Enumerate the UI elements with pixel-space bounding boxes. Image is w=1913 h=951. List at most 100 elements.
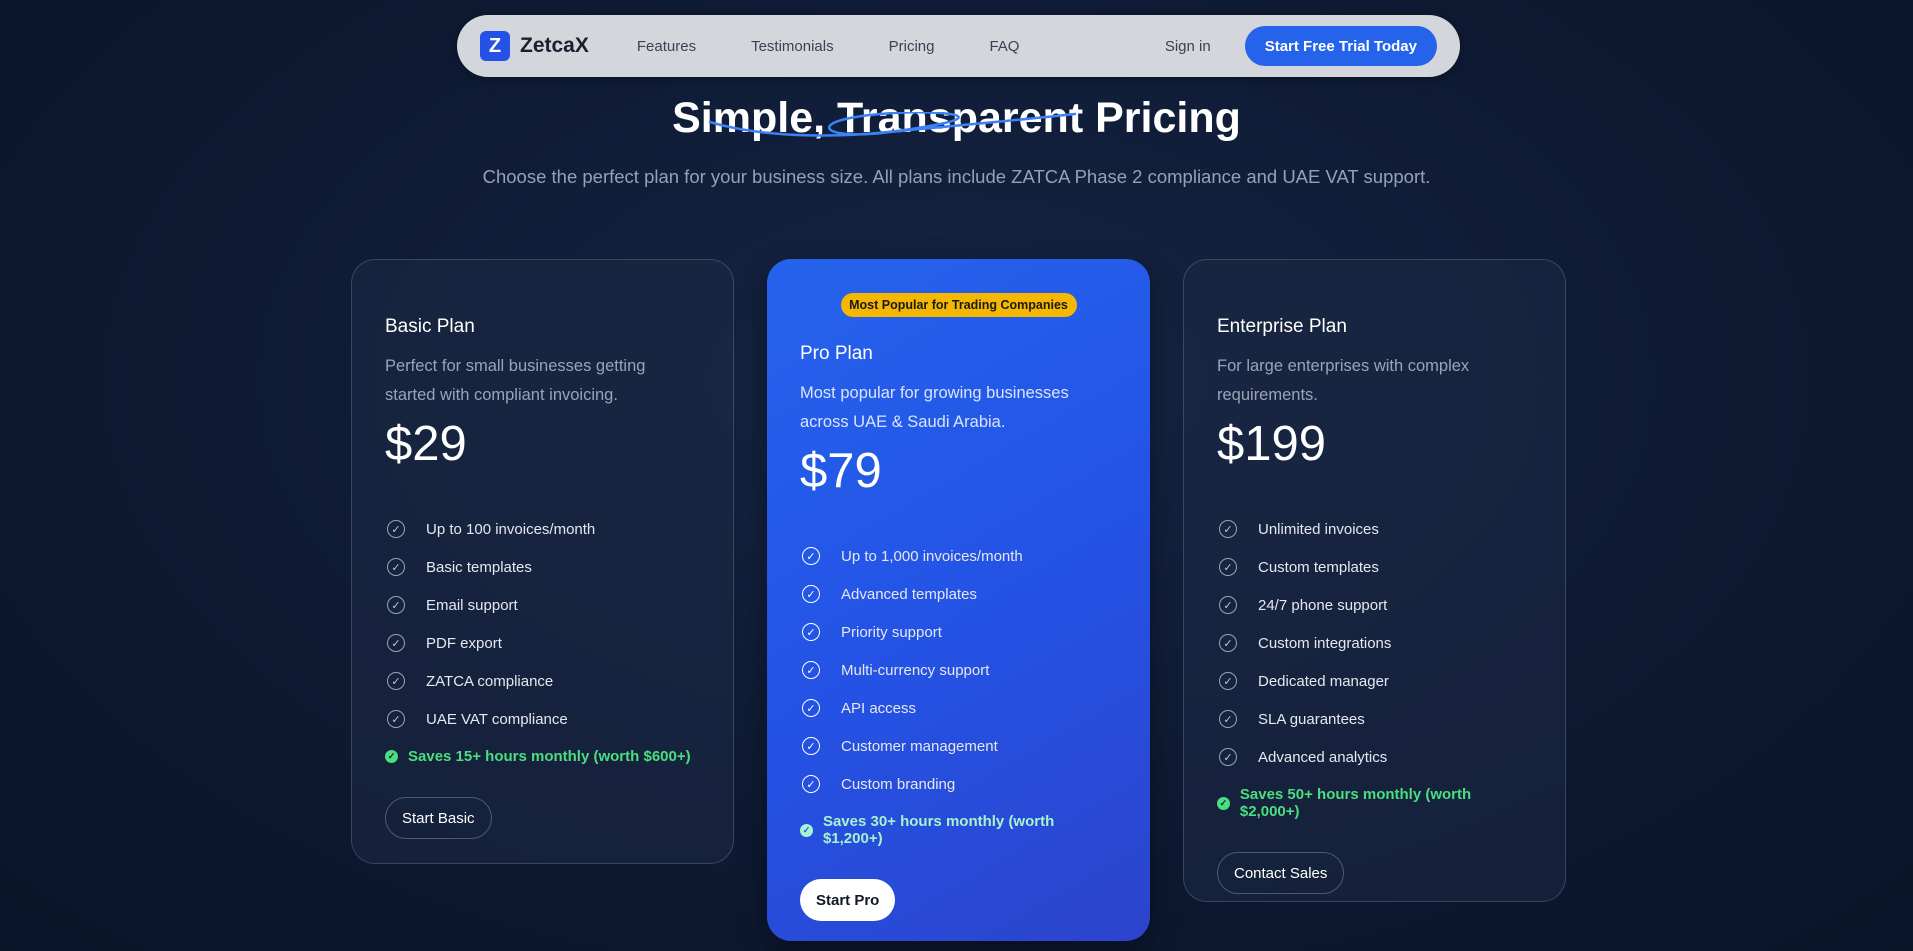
- nav-link-faq[interactable]: FAQ: [989, 37, 1020, 55]
- sign-in-link[interactable]: Sign in: [1164, 37, 1211, 55]
- check-circle-icon: ✓: [802, 585, 820, 603]
- start-pro-button[interactable]: Start Pro: [800, 879, 896, 921]
- feature-item: ✓ Up to 100 invoices/month: [385, 510, 700, 548]
- check-circle-icon: ✓: [387, 596, 405, 614]
- plan-description: Most popular for growing businesses acro…: [800, 384, 1069, 431]
- feature-item: ✓ Multi-currency support: [800, 651, 1117, 689]
- check-circle-icon: ✓: [1219, 672, 1237, 690]
- feature-label: Custom branding: [841, 775, 956, 793]
- feature-label: Priority support: [841, 623, 942, 641]
- plan-description: Perfect for small businesses getting sta…: [385, 357, 646, 404]
- plan-card-pro: Most Popular for Trading Companies Pro P…: [767, 259, 1150, 941]
- contact-sales-button[interactable]: Contact Sales: [1217, 852, 1345, 894]
- plan-price: $29: [385, 417, 467, 471]
- feature-item: ✓ Customer management: [800, 727, 1117, 765]
- popular-badge: Most Popular for Trading Companies: [840, 293, 1077, 317]
- check-circle-icon: ✓: [802, 623, 820, 641]
- feature-label: SLA guarantees: [1258, 710, 1365, 728]
- page-subtitle: Choose the perfect plan for your busines…: [482, 166, 1431, 187]
- feature-label: Multi-currency support: [841, 661, 990, 679]
- check-circle-icon: ✓: [387, 672, 405, 690]
- check-badge-icon: ✓: [800, 823, 813, 837]
- check-circle-icon: ✓: [1219, 634, 1237, 652]
- plan-name: Basic Plan: [385, 316, 475, 337]
- underline-swoosh-icon: [708, 112, 1077, 137]
- feature-label: Customer management: [841, 737, 998, 755]
- check-badge-icon: ✓: [385, 750, 398, 763]
- feature-label: Custom integrations: [1258, 634, 1392, 652]
- feature-item: ✓ Custom templates: [1217, 548, 1532, 586]
- feature-list: ✓ Unlimited invoices ✓ Custom templates ✓ 2…: [1217, 510, 1532, 776]
- feature-item: ✓ Advanced analytics: [1217, 738, 1532, 776]
- feature-item: ✓ 24/7 phone support: [1217, 586, 1532, 624]
- nav-link-features[interactable]: Features: [636, 37, 697, 55]
- savings-note: ✓ Saves 30+ hours monthly (worth $1,200+): [800, 813, 1117, 847]
- feature-label: API access: [841, 699, 917, 717]
- feature-item: ✓ Unlimited invoices: [1217, 510, 1532, 548]
- check-circle-icon: ✓: [1219, 710, 1237, 728]
- feature-label: ZATCA compliance: [426, 672, 554, 690]
- plan-description: For large enterprises with complex requi…: [1217, 357, 1470, 404]
- feature-label: UAE VAT compliance: [426, 710, 568, 728]
- check-circle-icon: ✓: [1219, 520, 1237, 538]
- feature-label: Custom templates: [1258, 558, 1379, 576]
- start-basic-button[interactable]: Start Basic: [385, 797, 492, 839]
- feature-item: ✓ Advanced templates: [800, 575, 1117, 613]
- feature-list: ✓ Up to 1,000 invoices/month ✓ Advanced te…: [800, 537, 1117, 803]
- feature-label: Up to 100 invoices/month: [426, 520, 596, 538]
- nav-link-pricing[interactable]: Pricing: [888, 37, 935, 55]
- feature-item: ✓ SLA guarantees: [1217, 700, 1532, 738]
- feature-item: ✓ ZATCA compliance: [385, 662, 700, 700]
- logo[interactable]: Z ZetcaX: [480, 31, 589, 61]
- start-trial-button[interactable]: Start Free Trial Today: [1244, 26, 1437, 66]
- savings-note: ✓ Saves 15+ hours monthly (worth $600+): [385, 748, 700, 765]
- nav-link-testimonials[interactable]: Testimonials: [751, 37, 834, 55]
- savings-text: Saves 50+ hours monthly (worth $2,000+): [1239, 786, 1472, 820]
- check-circle-icon: ✓: [1219, 558, 1237, 576]
- savings-text: Saves 15+ hours monthly (worth $600+): [408, 748, 691, 765]
- check-circle-icon: ✓: [387, 710, 405, 728]
- feature-item: ✓ Custom integrations: [1217, 624, 1532, 662]
- savings-text: Saves 30+ hours monthly (worth $1,200+): [822, 813, 1055, 847]
- feature-label: Dedicated manager: [1258, 672, 1389, 690]
- check-circle-icon: ✓: [1219, 596, 1237, 614]
- feature-label: Advanced analytics: [1258, 748, 1388, 766]
- check-circle-icon: ✓: [802, 699, 820, 717]
- feature-item: ✓ API access: [800, 689, 1117, 727]
- feature-item: ✓ PDF export: [385, 624, 700, 662]
- feature-label: Advanced templates: [841, 585, 977, 603]
- check-circle-icon: ✓: [802, 737, 820, 755]
- check-badge-icon: ✓: [1217, 796, 1230, 810]
- feature-item: ✓ Up to 1,000 invoices/month: [800, 537, 1117, 575]
- feature-item: ✓ Basic templates: [385, 548, 700, 586]
- check-circle-icon: ✓: [802, 661, 820, 679]
- feature-list: ✓ Up to 100 invoices/month ✓ Basic templat…: [385, 510, 700, 738]
- feature-item: ✓ Priority support: [800, 613, 1117, 651]
- check-circle-icon: ✓: [802, 775, 820, 793]
- check-circle-icon: ✓: [387, 558, 405, 576]
- feature-item: ✓ UAE VAT compliance: [385, 700, 700, 738]
- plan-price: $79: [800, 444, 882, 498]
- feature-item: ✓ Email support: [385, 586, 700, 624]
- plan-name: Pro Plan: [800, 343, 873, 364]
- check-circle-icon: ✓: [387, 520, 405, 538]
- feature-label: Unlimited invoices: [1258, 520, 1379, 538]
- check-circle-icon: ✓: [387, 634, 405, 652]
- check-circle-icon: ✓: [1219, 748, 1237, 766]
- feature-item: ✓ Dedicated manager: [1217, 662, 1532, 700]
- plan-card-basic: Basic Plan Perfect for small businesses …: [351, 259, 734, 864]
- feature-item: ✓ Custom branding: [800, 765, 1117, 803]
- savings-note: ✓ Saves 50+ hours monthly (worth $2,000+): [1217, 786, 1532, 820]
- feature-label: Email support: [426, 596, 518, 614]
- brand-name: ZetcaX: [520, 34, 589, 57]
- top-nav: Z ZetcaX Features Testimonials Pricing F…: [457, 15, 1460, 77]
- check-circle-icon: ✓: [802, 547, 820, 565]
- feature-label: Basic templates: [426, 558, 532, 576]
- feature-label: PDF export: [426, 634, 502, 652]
- plan-name: Enterprise Plan: [1217, 316, 1347, 337]
- feature-label: 24/7 phone support: [1258, 596, 1388, 614]
- logo-icon: Z: [480, 31, 510, 61]
- plan-price: $199: [1217, 417, 1327, 471]
- plan-card-enterprise: Enterprise Plan For large enterprises wi…: [1183, 259, 1566, 902]
- feature-label: Up to 1,000 invoices/month: [841, 547, 1023, 565]
